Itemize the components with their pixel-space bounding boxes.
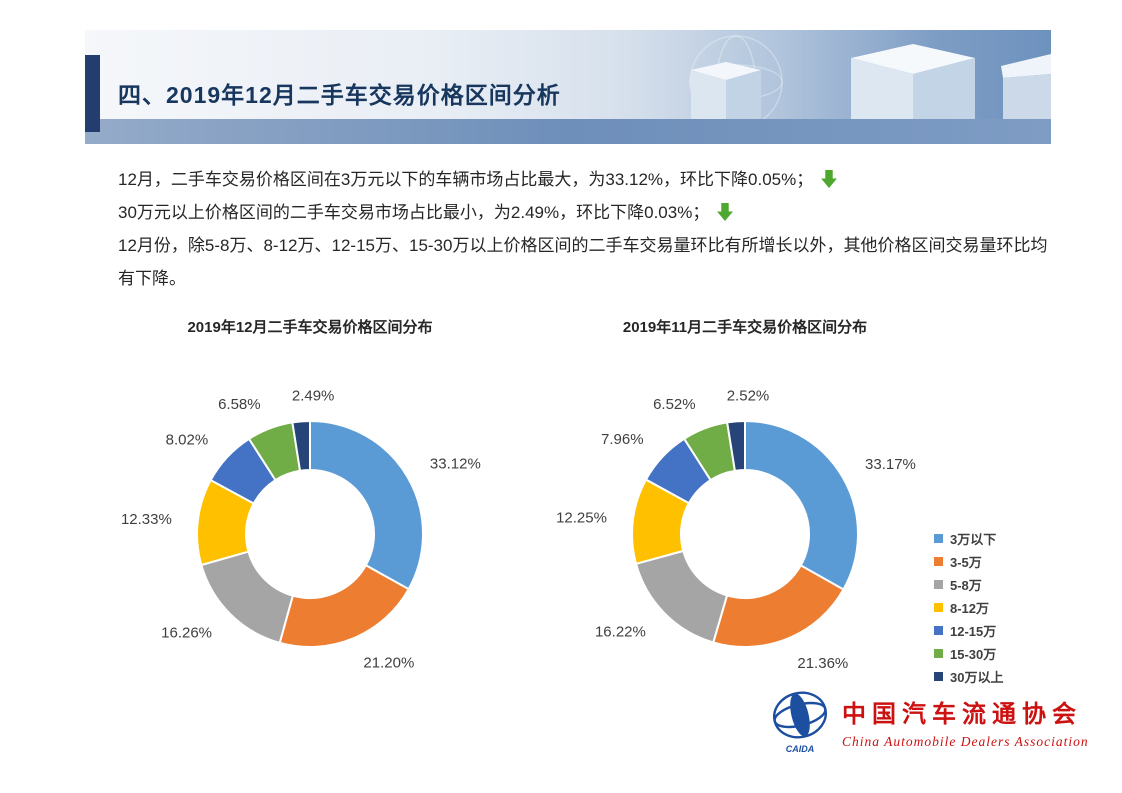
legend-label: 12-15万	[950, 624, 997, 639]
legend-swatch-icon	[934, 534, 943, 543]
slice-label-30万以上: 2.49%	[292, 387, 335, 404]
association-name-cn: 中国汽车流通协会	[842, 702, 1082, 728]
legend-item: 5-8万	[934, 573, 1003, 596]
donut-chart-november: 33.17% 21.36% 16.22% 12.25% 7.96% 6.52% 2.52%	[556, 387, 916, 672]
page-title: 四、2019年12月二手车交易价格区间分析	[118, 82, 561, 108]
chart-december: 2019年12月二手车交易价格区间分布 33.12% 21.20% 16.26% 12…	[120, 316, 500, 704]
legend-swatch-icon	[934, 649, 943, 658]
summary-line-3-text: 12月份，除5-8万、8-12万、12-15万、15-30万以上价格区间的二手车…	[118, 236, 1048, 288]
donut-slice-3万以下	[309, 419, 424, 591]
down-arrow-icon	[717, 203, 734, 221]
legend-item: 3万以下	[934, 527, 1003, 550]
slice-label-8-12万: 12.33%	[121, 511, 172, 528]
legend-swatch-icon	[934, 626, 943, 635]
donut-slice-5-8万	[200, 550, 295, 645]
chart-november: 2019年11月二手车交易价格区间分布 33.17% 21.36% 16.22% 12…	[555, 316, 935, 704]
legend-swatch-icon	[934, 557, 943, 566]
slice-label-5-8万: 16.26%	[161, 625, 212, 642]
slice-label-8-12万: 12.25%	[556, 510, 607, 527]
summary-text: 12月，二手车交易价格区间在3万元以下的车辆市场占比最大，为33.12%，环比下…	[118, 163, 1054, 295]
legend-item: 12-15万	[934, 619, 1003, 642]
slice-label-3-5万: 21.36%	[797, 655, 848, 672]
donut-slice-5-8万	[634, 549, 729, 644]
donut-slice-30万以上	[726, 419, 746, 472]
legend-item: 3-5万	[934, 550, 1003, 573]
slice-label-3-5万: 21.20%	[363, 654, 414, 671]
legend-label: 30万以上	[950, 670, 1004, 685]
legend-label: 8-12万	[950, 601, 990, 616]
association-name: 中国汽车流通协会 China Automobile Dealers Associ…	[842, 688, 1089, 750]
caida-emblem-icon: CAIDA	[773, 691, 827, 754]
caida-acronym: CAIDA	[786, 744, 815, 754]
legend-swatch-icon	[934, 672, 943, 681]
small-cube-art	[691, 62, 761, 130]
slice-label-5-8万: 16.22%	[595, 623, 646, 640]
association-logo: CAIDA 中国汽车流通协会 China Automobile Dealers …	[768, 688, 1089, 756]
legend-swatch-icon	[934, 603, 943, 612]
legend-label: 3-5万	[950, 555, 982, 570]
association-name-en: China Automobile Dealers Association	[842, 734, 1089, 749]
donut-slice-3万以下	[744, 419, 859, 591]
slice-label-15-30万: 6.58%	[218, 396, 261, 413]
legend-item: 15-30万	[934, 642, 1003, 665]
slice-label-30万以上: 2.52%	[727, 387, 770, 404]
chart-november-title: 2019年11月二手车交易价格区间分布	[622, 319, 868, 336]
summary-line-1-text: 12月，二手车交易价格区间在3万元以下的车辆市场占比最大，为33.12%，环比下…	[118, 170, 814, 189]
slice-label-3万以下: 33.17%	[865, 456, 916, 473]
summary-line-3: 12月份，除5-8万、8-12万、12-15万、15-30万以上价格区间的二手车…	[118, 229, 1054, 295]
legend-item: 8-12万	[934, 596, 1003, 619]
banner-bottom-strip	[85, 119, 1051, 144]
slice-label-12-15万: 8.02%	[166, 431, 209, 448]
legend-swatch-icon	[934, 580, 943, 589]
legend-label: 3万以下	[950, 532, 997, 547]
donut-chart-december: 33.12% 21.20% 16.26% 12.33% 8.02% 6.58% 2.49%	[121, 387, 481, 671]
donut-slice-3-5万	[712, 564, 845, 648]
header-banner: 四、2019年12月二手车交易价格区间分析	[85, 30, 1051, 144]
summary-line-2: 30万元以上价格区间的二手车交易市场占比最小，为2.49%，环比下降0.03%；	[118, 196, 1054, 229]
slice-label-15-30万: 6.52%	[653, 396, 696, 413]
legend-item: 30万以上	[934, 665, 1003, 688]
slice-label-12-15万: 7.96%	[601, 431, 644, 448]
slice-label-3万以下: 33.12%	[430, 456, 481, 473]
summary-line-2-text: 30万元以上价格区间的二手车交易市场占比最小，为2.49%，环比下降0.03%；	[118, 203, 710, 222]
summary-line-1: 12月，二手车交易价格区间在3万元以下的车辆市场占比最大，为33.12%，环比下…	[118, 163, 1054, 196]
chart-legend: 3万以下 3-5万 5-8万 8-12万 12-15万 15-30万 30万以上	[934, 527, 1003, 688]
chart-december-title: 2019年12月二手车交易价格区间分布	[187, 319, 433, 336]
banner-accent-bar	[85, 55, 100, 132]
legend-label: 15-30万	[950, 647, 997, 662]
down-arrow-icon	[821, 170, 838, 188]
donut-slice-30万以上	[291, 419, 311, 472]
donut-slice-3-5万	[278, 563, 410, 648]
legend-label: 5-8万	[950, 578, 982, 593]
